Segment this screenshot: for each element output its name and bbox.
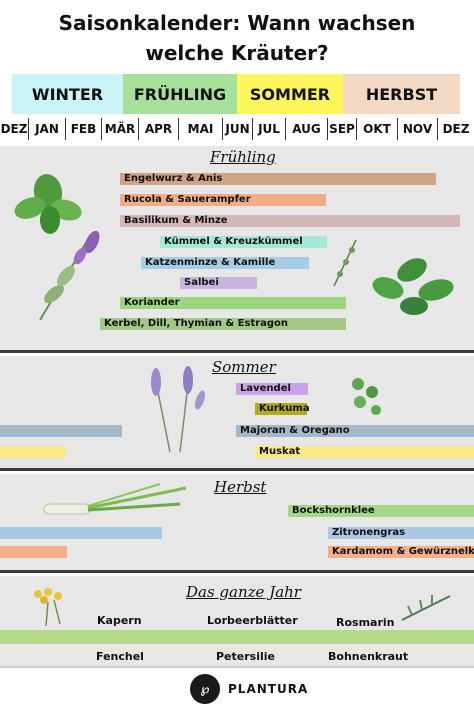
oregano-illustration-icon: [352, 378, 381, 415]
herb-bar-kardamom-winter: [0, 546, 67, 558]
title-line-2: welche Kräuter?: [145, 41, 329, 65]
herb-bar-majoran-oregano-winter: [0, 425, 122, 437]
herb-bar-kerbel-dill-thymian-estragon: Kerbel, Dill, Thymian & Estragon: [100, 318, 346, 330]
section-title-jahr: Das ganze Jahr: [186, 583, 301, 601]
brand-name: PLANTURA: [228, 682, 309, 696]
herb-bar-kuemmel: Kümmel & Kreuzkümmel: [160, 236, 327, 248]
herb-bar-kardamom-gewuerznelken: Kardamom & Gewürznelken: [328, 546, 474, 558]
month-label: JAN: [29, 118, 66, 140]
season-herbst: HERBST: [343, 74, 460, 114]
month-label: OKT: [357, 118, 398, 140]
month-label: APR: [139, 118, 179, 140]
month-label: AUG: [286, 118, 328, 140]
month-label: NOV: [398, 118, 438, 140]
season-sommer: SOMMER: [237, 74, 343, 114]
mint-illustration-icon: [372, 258, 454, 315]
herb-bar-bockshornklee: Bockshornklee: [288, 505, 474, 517]
panel-jahr: [0, 576, 474, 666]
basil-illustration-icon: [14, 174, 82, 234]
section-title-fruehling: Frühling: [210, 148, 276, 166]
herb-bar-majoran-oregano: Majoran & Oregano: [236, 425, 474, 437]
month-label: FEB: [66, 118, 102, 140]
divider: [0, 468, 474, 471]
yearround-bohnenkraut: Bohnenkraut: [328, 650, 409, 663]
yearround-petersilie: Petersilie: [216, 650, 275, 663]
herb-bar-zitronengras: Zitronengras: [328, 527, 474, 539]
lemongrass-illustration-icon: [43, 483, 187, 515]
yearround-lorbeerblaetter: Lorbeerblätter: [207, 614, 298, 627]
herb-bar-engelwurz-anis: Engelwurz & Anis: [120, 173, 436, 185]
herb-bar-rucola-sauerampfer: Rucola & Sauerampfer: [120, 194, 326, 206]
divider: [0, 350, 474, 353]
month-label: DEZ: [0, 118, 29, 140]
sage-illustration-icon: [39, 230, 100, 321]
herb-bar-lavendel: Lavendel: [236, 383, 308, 395]
month-label: SEP: [328, 118, 357, 140]
month-label: JUL: [253, 118, 286, 140]
section-title-herbst: Herbst: [214, 478, 267, 496]
yarrow-illustration-icon: [34, 588, 62, 627]
title-line-1: Saisonkalender: Wann wachsen: [58, 11, 416, 35]
season-fruehling: FRÜHLING: [123, 74, 237, 114]
thyme-illustration-icon: [333, 239, 357, 287]
herb-bar-katzenminze-kamille: Katzenminze & Kamille: [141, 257, 309, 269]
herb-bar-ganzes-jahr: [0, 630, 474, 644]
month-label: MAI: [179, 118, 223, 140]
herb-bar-salbei: Salbei: [180, 277, 257, 289]
month-label: JUN: [223, 118, 253, 140]
herb-bar-muskat: Muskat: [255, 446, 474, 458]
yearround-kapern: Kapern: [97, 614, 142, 627]
herb-bar-muskat-winter: [0, 446, 66, 458]
plantura-logo-icon: ℘: [190, 674, 220, 704]
page-title: Saisonkalender: Wann wachsen welche Kräu…: [0, 8, 474, 68]
herb-bar-zitronengras-winter: [0, 527, 162, 539]
herb-bar-basilikum-minze: Basilikum & Minze: [120, 215, 460, 227]
season-winter: WINTER: [12, 74, 123, 114]
yearround-fenchel: Fenchel: [96, 650, 144, 663]
divider: [0, 666, 474, 668]
section-title-sommer: Sommer: [212, 358, 276, 376]
herb-bar-kurkuma: Kurkuma: [255, 403, 310, 415]
divider: [0, 570, 474, 573]
rosemary-illustration-icon: [401, 595, 451, 621]
herb-bar-koriander: Koriander: [120, 297, 346, 309]
lavender-illustration-icon: [151, 366, 206, 453]
yearround-rosmarin: Rosmarin: [336, 616, 395, 629]
month-label: DEZ: [438, 118, 474, 140]
brand: ℘ PLANTURA: [190, 674, 308, 704]
month-label: MÄR: [102, 118, 139, 140]
